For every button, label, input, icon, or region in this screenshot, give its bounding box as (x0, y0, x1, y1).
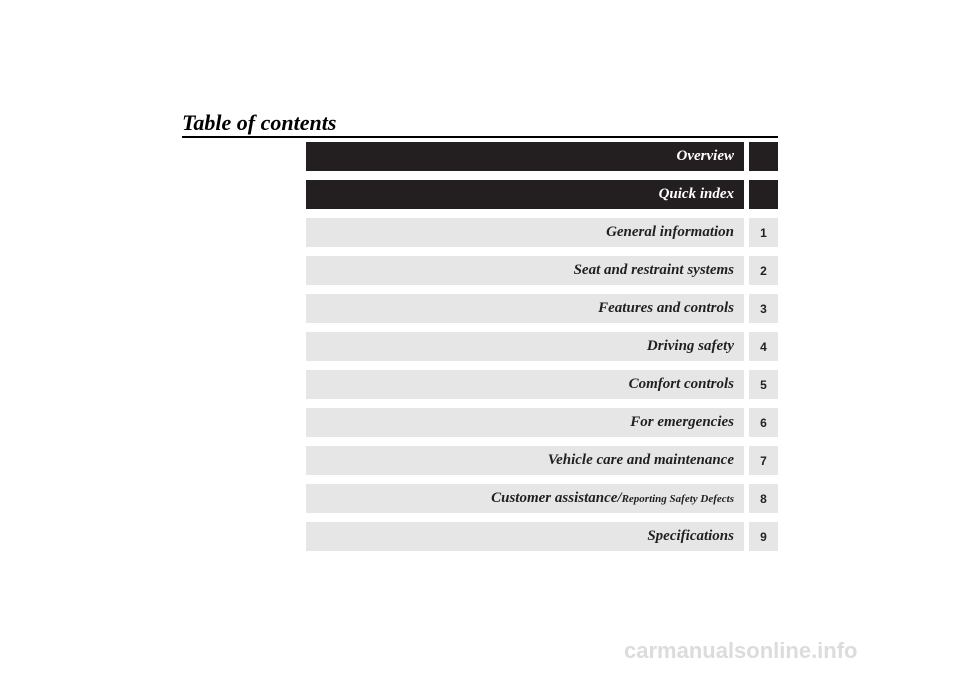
toc-label: Seat and restraint systems (306, 256, 744, 285)
toc-label: Quick index (306, 180, 744, 209)
toc-tab: 6 (749, 408, 778, 437)
toc-label: Vehicle care and maintenance (306, 446, 744, 475)
toc-row: Seat and restraint systems2 (306, 256, 778, 285)
toc-tab: 2 (749, 256, 778, 285)
toc-tab (749, 180, 778, 209)
toc-label: Specifications (306, 522, 744, 551)
toc-row: Comfort controls5 (306, 370, 778, 399)
toc-label: General information (306, 218, 744, 247)
toc-row: For emergencies6 (306, 408, 778, 437)
title-underline (182, 136, 778, 138)
toc-row: Features and controls3 (306, 294, 778, 323)
toc-tab: 7 (749, 446, 778, 475)
toc-label: Comfort controls (306, 370, 744, 399)
toc-tab: 1 (749, 218, 778, 247)
toc-row: Specifications9 (306, 522, 778, 551)
toc-tab: 3 (749, 294, 778, 323)
toc-label: Customer assistance/Reporting Safety Def… (306, 484, 744, 513)
toc-tab: 9 (749, 522, 778, 551)
toc-tab: 5 (749, 370, 778, 399)
toc-row: General information1 (306, 218, 778, 247)
toc-label: Driving safety (306, 332, 744, 361)
table-of-contents: OverviewQuick indexGeneral information1S… (306, 142, 778, 551)
toc-row: Customer assistance/Reporting Safety Def… (306, 484, 778, 513)
page-title: Table of contents (182, 110, 336, 136)
toc-label: Overview (306, 142, 744, 171)
toc-tab: 4 (749, 332, 778, 361)
toc-row: Driving safety4 (306, 332, 778, 361)
toc-label: Features and controls (306, 294, 744, 323)
toc-row: Quick index (306, 180, 778, 209)
toc-label-sub: Reporting Safety Defects (622, 493, 734, 505)
watermark-text: carmanualsonline.info (624, 638, 858, 664)
toc-label-main: Customer assistance/ (491, 490, 621, 507)
toc-tab: 8 (749, 484, 778, 513)
toc-tab (749, 142, 778, 171)
toc-row: Vehicle care and maintenance7 (306, 446, 778, 475)
toc-label: For emergencies (306, 408, 744, 437)
page: Table of contents Overview Quick index Gen… (0, 0, 960, 678)
toc-row: Overview (306, 142, 778, 171)
